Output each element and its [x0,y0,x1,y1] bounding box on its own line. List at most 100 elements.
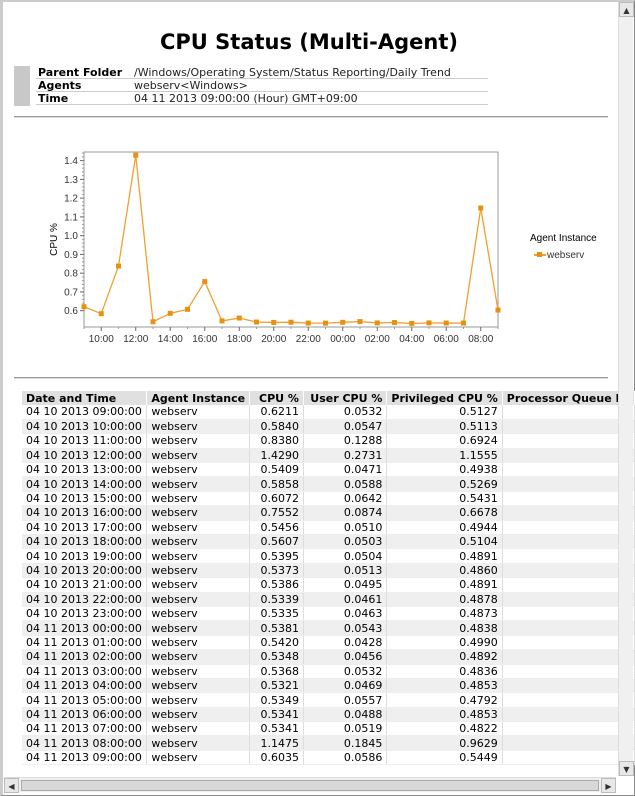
table-cell: webserv [146,664,251,679]
column-header[interactable]: Privileged CPU % [386,391,503,405]
table-cell: 0.0463 [303,606,388,622]
column-header[interactable]: Processor Queue Le [502,391,635,405]
table-cell: 04 10 2013 21:00:00 [22,577,148,593]
vertical-scrollbar[interactable]: ▲ ▼ [618,2,634,776]
data-point [202,279,208,285]
scroll-down-button[interactable]: ▼ [619,761,634,776]
table-cell: webserv [146,534,251,550]
table-cell: 04 11 2013 01:00:00 [22,635,148,651]
table-cell: 0.1288 [303,433,388,449]
table-cell: 0.0471 [303,462,388,478]
x-tick-label: 22:00 [296,334,321,345]
table-cell: 0.0503 [303,534,388,550]
table-cell: 0.5373 [249,563,304,579]
table-cell [502,592,635,607]
scroll-up-button[interactable]: ▲ [619,2,634,17]
table-cell: webserv [146,476,251,492]
divider [14,116,608,118]
info-value: webserv<Windows> [134,79,248,92]
table-cell: 0.4892 [386,649,503,665]
horizontal-scroll-thumb[interactable] [21,780,599,791]
table-cell: webserv [146,678,251,694]
table-cell: 0.5335 [249,606,304,622]
table-cell [502,735,635,751]
table-cell: 0.4822 [386,721,503,737]
table-cell: 0.0461 [303,592,388,607]
table-cell: webserv [146,491,251,507]
table-row: 04 10 2013 17:00:00 webserv 0.5456 0.0510 0.… [22,520,635,536]
table-cell [502,620,635,636]
table-row: 04 10 2013 09:00:00 webserv 0.6211 0.0532 0.… [22,405,635,420]
table-cell: 0.7552 [249,505,304,521]
info-value: 04 11 2013 09:00:00 (Hour) GMT+09:00 [134,92,358,105]
y-tick-label: 1.4 [64,156,78,167]
table-row: 04 11 2013 03:00:00 webserv 0.5368 0.0532 0.… [22,664,635,679]
table-cell: webserv [146,721,251,737]
column-header[interactable]: Date and Time [22,391,148,405]
info-label: Parent Folder [38,66,123,79]
table-cell: 0.5395 [249,548,304,564]
y-tick-label: 1.0 [64,231,78,242]
table-cell: 0.1845 [303,735,388,751]
table-cell: 04 10 2013 19:00:00 [22,548,148,564]
column-header[interactable]: User CPU % [303,391,388,405]
table-cell: webserv [146,635,251,651]
table-cell: 0.4878 [386,592,503,607]
x-tick-label: 18:00 [227,334,252,345]
info-label: Agents [38,79,82,92]
legend-item-webserv: webserv [534,250,584,261]
table-cell: 0.0588 [303,476,388,492]
table-cell: 04 10 2013 11:00:00 [22,433,148,449]
table-row: 04 10 2013 15:00:00 webserv 0.6072 0.0642 0.… [22,491,635,507]
table-cell: 0.4891 [386,577,503,593]
table-cell: 04 10 2013 17:00:00 [22,520,148,536]
table-cell: 1.4290 [249,448,304,464]
table-cell: 0.0543 [303,620,388,636]
data-point [98,311,104,317]
table-cell: 04 11 2013 04:00:00 [22,678,148,694]
table-cell: 1.1475 [249,735,304,751]
data-point [478,205,484,211]
table-cell [502,721,635,737]
table-row: 04 10 2013 14:00:00 webserv 0.5858 0.0588 0.… [22,476,635,492]
table-cell: 0.6678 [386,505,503,521]
table-cell: 0.0557 [303,692,388,708]
data-point [340,319,346,325]
table-cell: 0.0586 [303,750,388,766]
table-cell: 0.5127 [386,405,503,420]
data-table: Date and Time Agent Instance CPU % User CPU… [22,391,635,766]
legend-label: webserv [547,250,585,261]
data-point [357,319,363,325]
data-point [305,320,311,326]
table-row: 04 10 2013 16:00:00 webserv 0.7552 0.0874 0.… [22,505,635,521]
table-cell: 0.0642 [303,491,388,507]
scroll-right-button[interactable]: ▶ [601,778,616,793]
table-cell: 0.5348 [249,649,304,665]
table-row: 04 10 2013 18:00:00 webserv 0.5607 0.0503 0.… [22,534,635,550]
scroll-left-button[interactable]: ◀ [4,778,19,793]
table-cell [502,476,635,492]
table-row: 04 11 2013 07:00:00 webserv 0.5341 0.0519 0.… [22,721,635,737]
table-cell: 04 11 2013 03:00:00 [22,664,148,679]
table-cell: 04 10 2013 18:00:00 [22,534,148,550]
table-cell: 0.4990 [386,635,503,651]
table-cell: 0.5368 [249,664,304,679]
table-cell: 0.6211 [249,405,304,420]
horizontal-scrollbar[interactable]: ◀ ▶ [4,777,616,793]
table-cell: 0.5349 [249,692,304,708]
table-cell: 0.4891 [386,548,503,564]
table-cell: 0.0488 [303,707,388,723]
y-tick-label: 1.2 [64,194,78,205]
x-tick-label: 12:00 [123,334,148,345]
table-cell [502,405,635,420]
column-header[interactable]: Agent Instance [146,391,251,405]
table-row: 04 11 2013 05:00:00 webserv 0.5349 0.0557 0.… [22,692,635,708]
column-header[interactable]: CPU % [249,391,304,405]
data-point [254,319,259,325]
table-cell: 0.4792 [386,692,503,708]
table-cell: 0.4853 [386,707,503,723]
table-cell: 0.5341 [249,721,304,737]
table-cell [502,664,635,679]
table-row: 04 10 2013 23:00:00 webserv 0.5335 0.0463 0.… [22,606,635,622]
table-cell: 0.6072 [249,491,304,507]
